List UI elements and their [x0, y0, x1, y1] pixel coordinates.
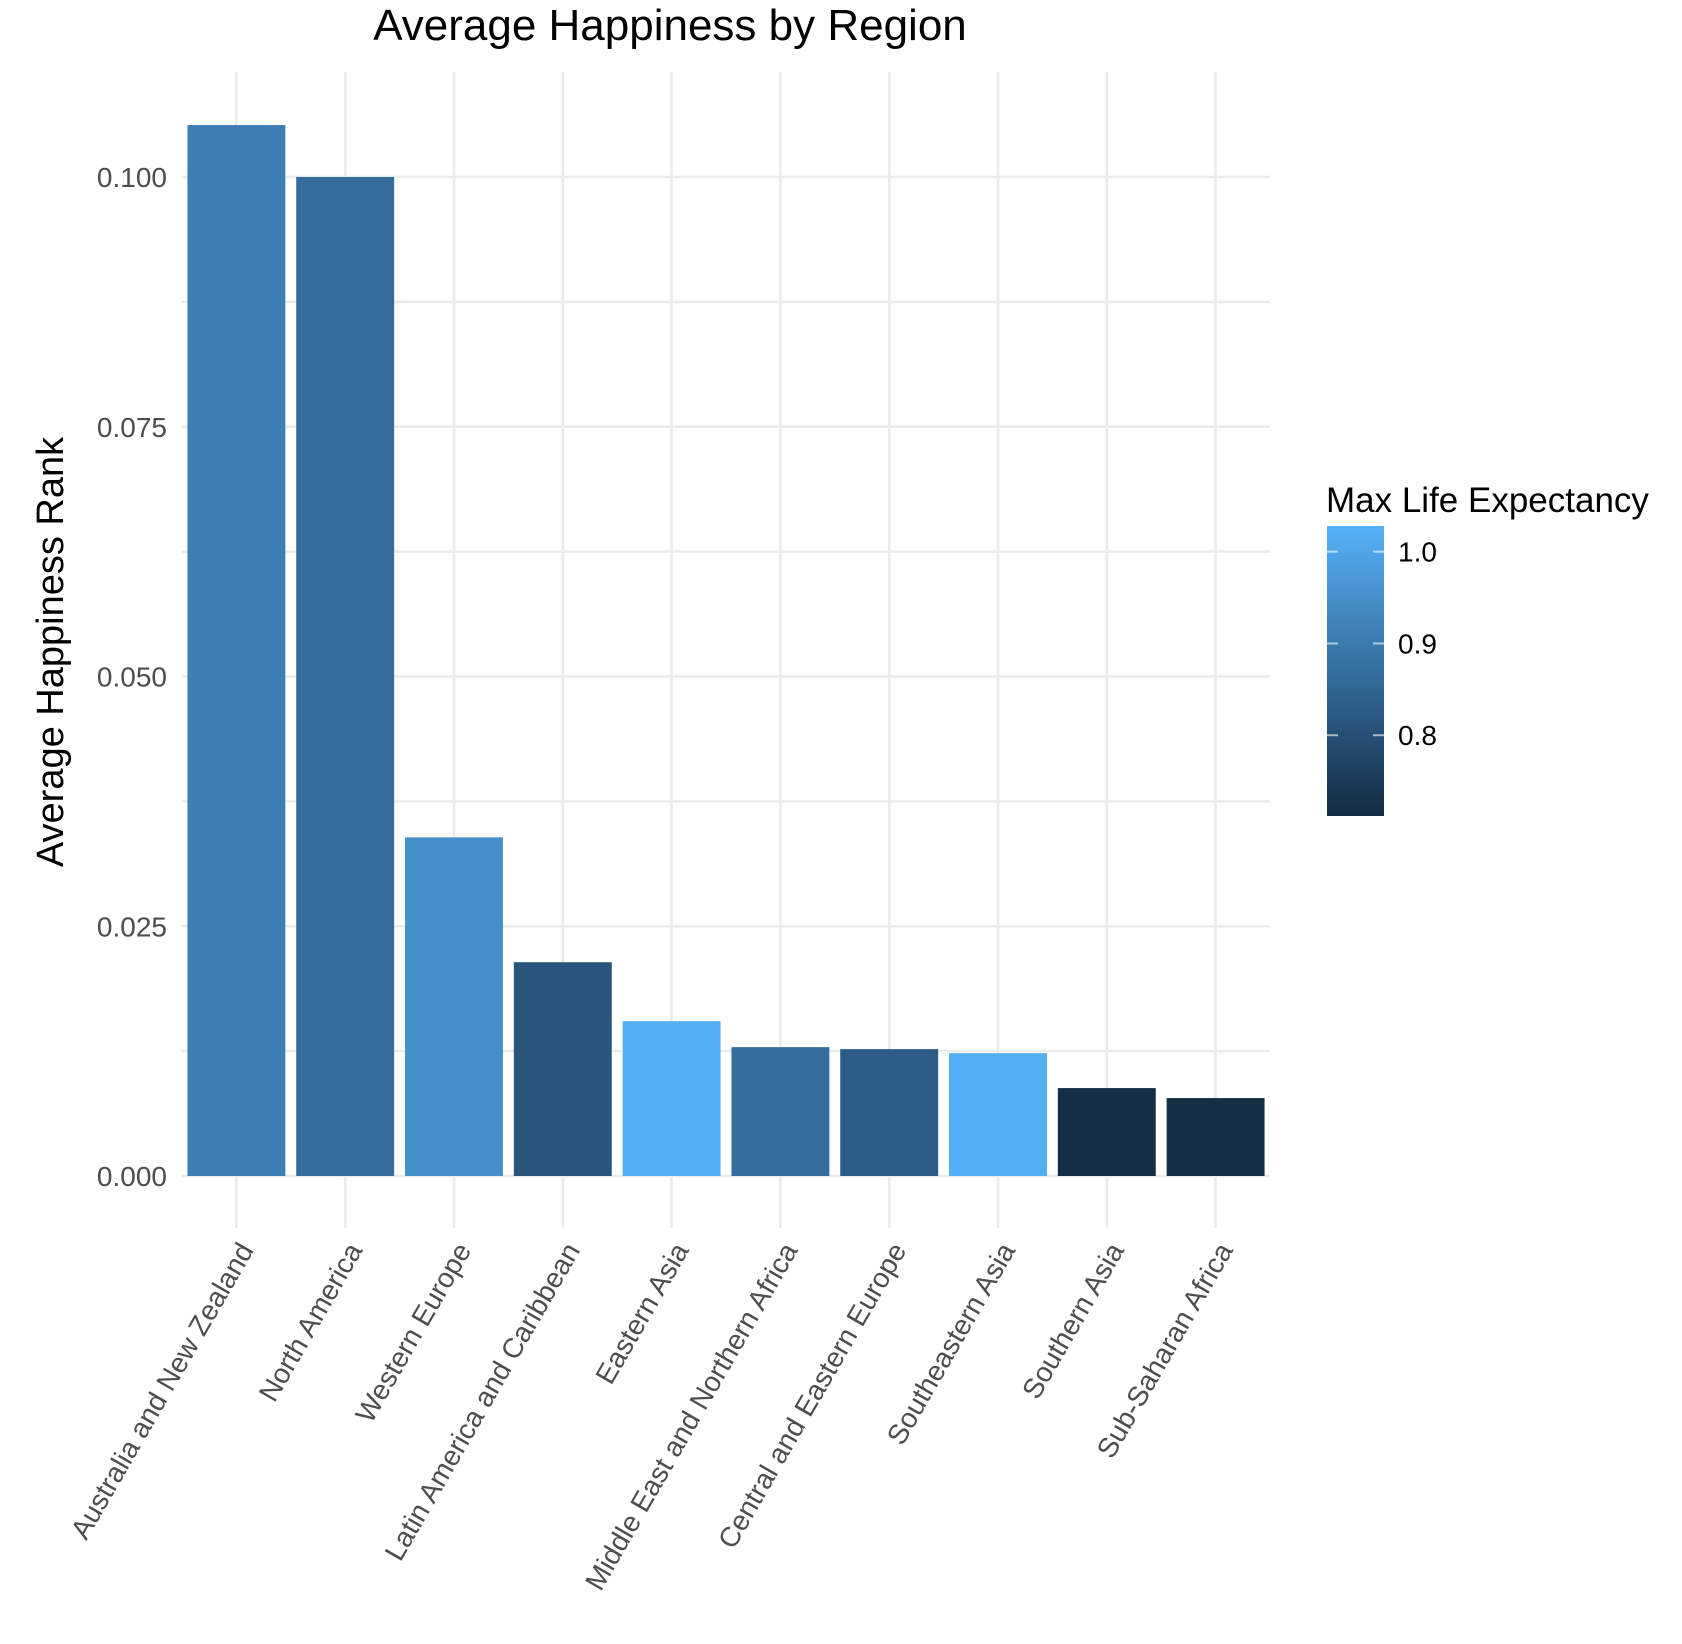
bar-7: [840, 1049, 939, 1176]
y-tick-label: 0.100: [97, 162, 167, 193]
y-axis-title: Average Happiness Rank: [30, 436, 72, 867]
x-tick-label: North America: [253, 1237, 369, 1406]
chart-title: Average Happiness by Region: [373, 1, 967, 50]
bar-3: [405, 837, 503, 1176]
y-tick-label: 0.075: [97, 412, 167, 443]
y-tick-label: 0.000: [97, 1161, 167, 1192]
bars: [187, 125, 1265, 1176]
y-tick-label: 0.025: [97, 911, 167, 942]
x-tick-label: Western Europe: [349, 1238, 477, 1428]
bar-10: [1166, 1098, 1265, 1176]
color-legend: Max Life Expectancy 1.0 0.9 0.8: [1326, 481, 1649, 816]
legend-ticks: 1.0 0.9 0.8: [1327, 537, 1437, 751]
x-tick-label: Middle East and Northern Africa: [579, 1237, 804, 1595]
bar-4: [513, 962, 612, 1176]
bar-9: [1057, 1088, 1156, 1176]
legend-title: Max Life Expectancy: [1326, 481, 1649, 520]
legend-tick-label: 0.9: [1398, 628, 1437, 659]
bar-6: [731, 1047, 830, 1176]
bar-2: [296, 177, 395, 1176]
bar-5: [622, 1021, 721, 1176]
bar-8: [949, 1053, 1047, 1176]
x-tick-label: Central and Eastern Europe: [712, 1238, 912, 1554]
bar-1: [187, 125, 286, 1176]
legend-colorbar: [1327, 526, 1384, 816]
x-tick-label: Eastern Asia: [589, 1237, 695, 1389]
x-tick-label: Latin America and Caribbean: [379, 1238, 586, 1566]
x-tick-label: Southern Asia: [1016, 1237, 1130, 1404]
x-tick-label: Australia and New Zealand: [65, 1238, 260, 1545]
legend-tick-label: 0.8: [1398, 720, 1437, 751]
legend-tick-label: 1.0: [1398, 537, 1437, 568]
y-tick-label: 0.050: [97, 662, 167, 693]
